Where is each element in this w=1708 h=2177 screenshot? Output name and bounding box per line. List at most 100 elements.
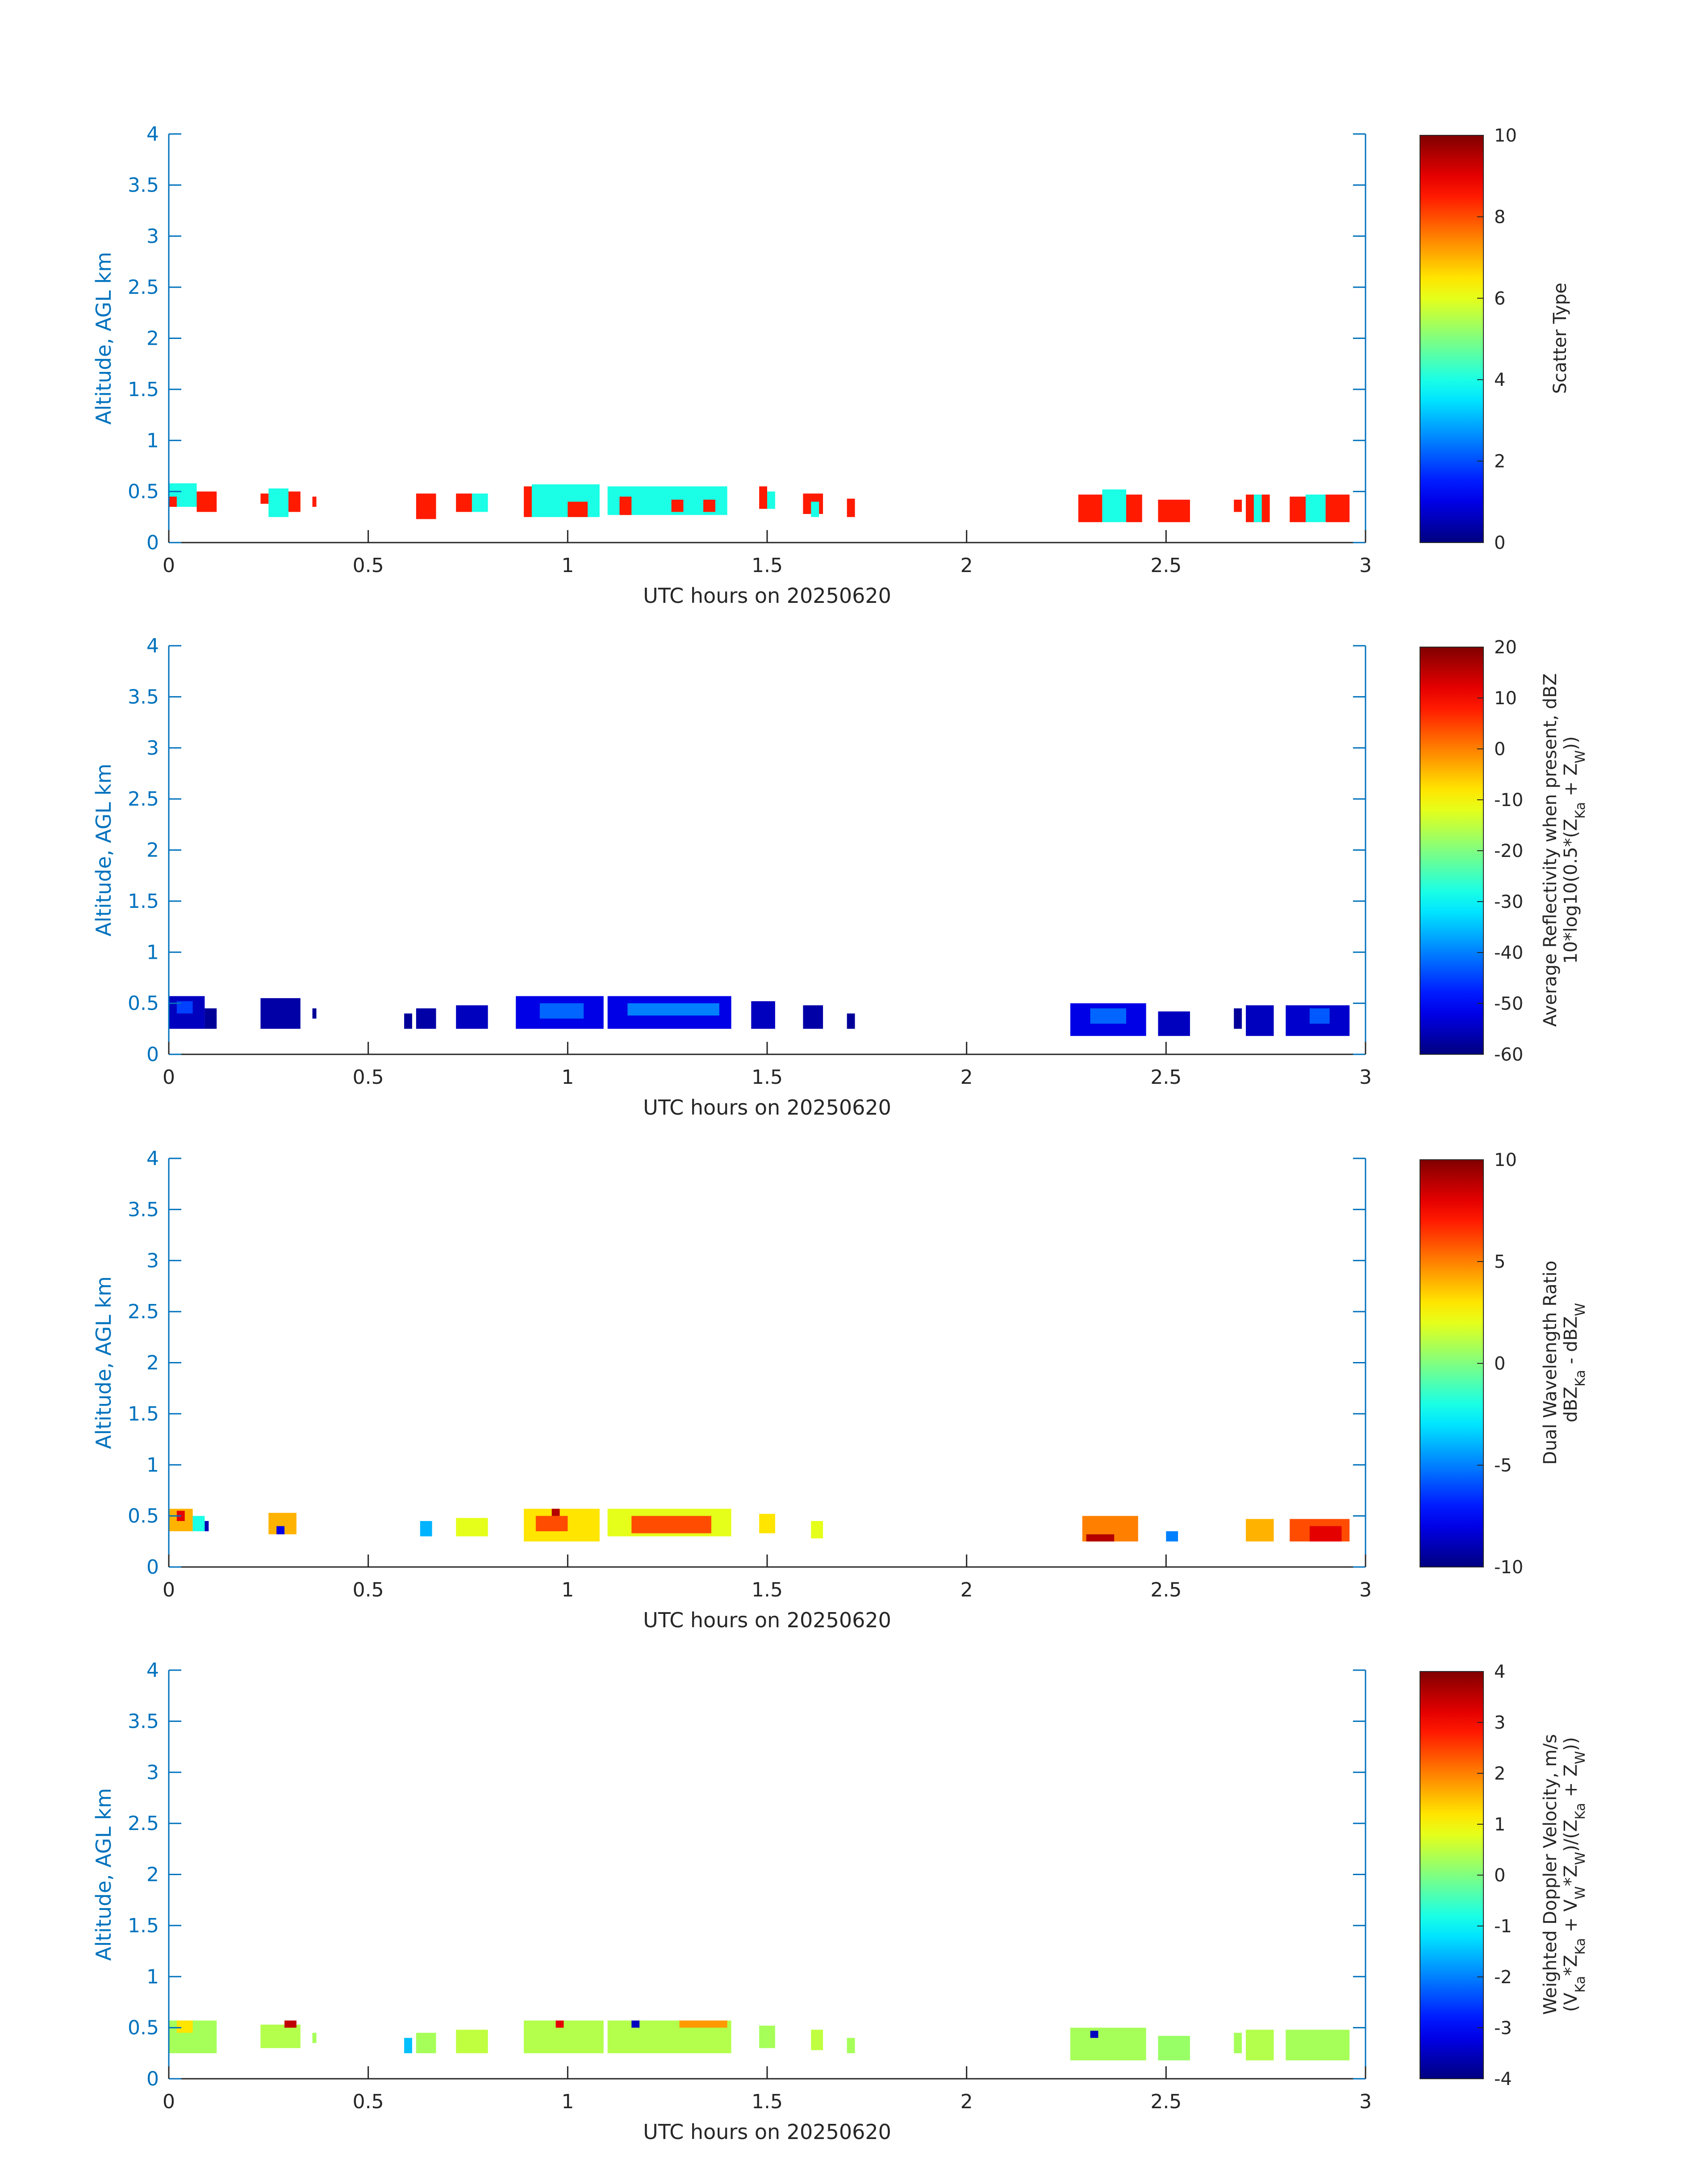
colorbar-tick-label: -10 [1494,790,1523,811]
y-tick-label: 2 [146,327,159,350]
colorbar-tick-label: -5 [1494,1455,1512,1476]
data-cell [205,1008,217,1029]
y-tick-label: 1 [146,429,159,452]
data-cell [1253,494,1262,522]
data-cell [276,1526,285,1534]
y-tick-label: 2.5 [128,276,159,299]
data-cell [192,1516,205,1531]
colorbar-tick-label: 6 [1494,288,1505,309]
colorbar-tick-label: -20 [1494,841,1523,861]
x-tick-label: 3 [1359,1066,1372,1089]
y-axis-label: Altitude, AGL km [92,1276,116,1449]
x-tick-label: 0.5 [353,1066,384,1089]
data-cell [1158,499,1190,522]
x-tick-label: 0.5 [353,1579,384,1601]
y-tick-label: 3 [146,1761,159,1784]
y-tick-label: 2 [146,1352,159,1375]
data-cell [1309,1526,1342,1542]
data-cell [456,2030,488,2053]
colorbar: -10 -5 0 5 10 Dual Wavelength RatiodBZKa - dB… [1420,1150,1588,1578]
data-cell [679,2020,727,2028]
colorbar-label-part: )) [1561,736,1581,750]
y-tick-label: 0 [146,2068,159,2090]
colorbar-label-line1: Dual Wavelength Ratio [1540,1261,1561,1465]
colorbar-label: Scatter Type [1550,283,1570,394]
x-tick-label: 3 [1359,2090,1372,2113]
data-cell [456,493,472,512]
y-tick-label: 1 [146,1454,159,1476]
y-tick-label: 4 [146,635,159,657]
data-cell [416,2033,436,2053]
colorbar-tick-label: -60 [1494,1045,1523,1065]
colorbar-label-line1: Average Reflectivity when present, dBZ [1540,673,1561,1027]
data-cell [416,1008,436,1029]
colorbar-scale [1420,647,1484,1055]
y-tick-label: 1.5 [128,378,159,401]
colorbar-tick-label: 5 [1494,1252,1505,1272]
x-tick-label: 0 [163,554,175,577]
colorbar-label-part: W [1573,1886,1588,1900]
colorbar-label-part: Ka [1573,802,1588,819]
colorbar-tick-label: 10 [1494,1150,1517,1170]
data-cell [1246,1519,1274,1542]
colorbar-label-part: 10*log10(0.5*(Z [1561,819,1581,964]
data-cell [456,1005,488,1029]
colorbar-tick-label: 2 [1494,451,1505,472]
colorbar: -4 -3 -2 -1 0 1 2 3 4 Weighted Doppler Velocity, … [1420,1662,1588,2089]
data-cell [1102,489,1126,522]
y-tick-label: 1 [146,1965,159,1988]
data-cell [631,1516,711,1534]
colorbar-tick-label: 8 [1494,207,1505,227]
data-cell [420,1521,432,1537]
data-cell [312,497,317,507]
data-cell [524,486,532,517]
colorbar-tick-label: 0 [1494,739,1505,760]
colorbar-tick-label: 0 [1494,533,1505,553]
data-cell [1286,2030,1350,2060]
colorbar-label-part: (V [1561,1993,1581,2012]
data-cell [759,2026,775,2048]
colorbar-label: Dual Wavelength RatiodBZKa - dBZW [1540,1261,1588,1465]
colorbar-label-part: W [1573,1303,1588,1316]
colorbar-tick-label: 4 [1494,1662,1505,1682]
data-cell [759,486,767,509]
colorbar-label-part: Ka [1573,1938,1588,1955]
x-tick-label: 0.5 [353,2090,384,2113]
data-cell [847,498,855,517]
y-tick-label: 2 [146,1864,159,1886]
y-tick-label: 2 [146,839,159,862]
x-tick-label: 1 [561,1579,574,1601]
colorbar-label-part: )) [1561,1737,1581,1751]
data-cell [1325,494,1350,522]
y-tick-label: 4 [146,1147,159,1170]
y-tick-label: 2.5 [128,1812,159,1835]
x-tick-label: 1.5 [752,1066,783,1089]
data-cell [551,1508,560,1516]
data-cell [1126,494,1142,522]
data-cell [811,2030,823,2050]
colorbar-label-part: + Z [1561,764,1581,802]
y-axis-label: Altitude, AGL km [92,252,116,425]
x-tick-label: 0 [163,1066,175,1089]
data-cell [1234,499,1242,512]
colorbar-label-part: + V [1561,1899,1581,1938]
y-tick-label: 3 [146,737,159,760]
data-cell [703,499,715,512]
data-cell [416,493,436,519]
data-cell [312,2033,317,2043]
data-cell [260,998,301,1029]
x-tick-label: 0 [163,2090,175,2113]
data-cell [555,2020,564,2028]
x-tick-label: 2.5 [1150,2090,1182,2113]
data-cell [767,491,775,509]
colorbar-label-part: Ka [1573,1370,1588,1387]
data-cell [1090,1008,1126,1024]
x-tick-label: 1 [561,2090,574,2113]
data-cell [312,1008,317,1019]
data-cell [539,1003,584,1019]
colorbar-scale [1420,1671,1484,2079]
data-cell [1158,1011,1190,1036]
y-tick-label: 1.5 [128,1403,159,1425]
colorbar-tick-label: -30 [1494,892,1523,912]
x-tick-label: 1.5 [752,1579,783,1601]
